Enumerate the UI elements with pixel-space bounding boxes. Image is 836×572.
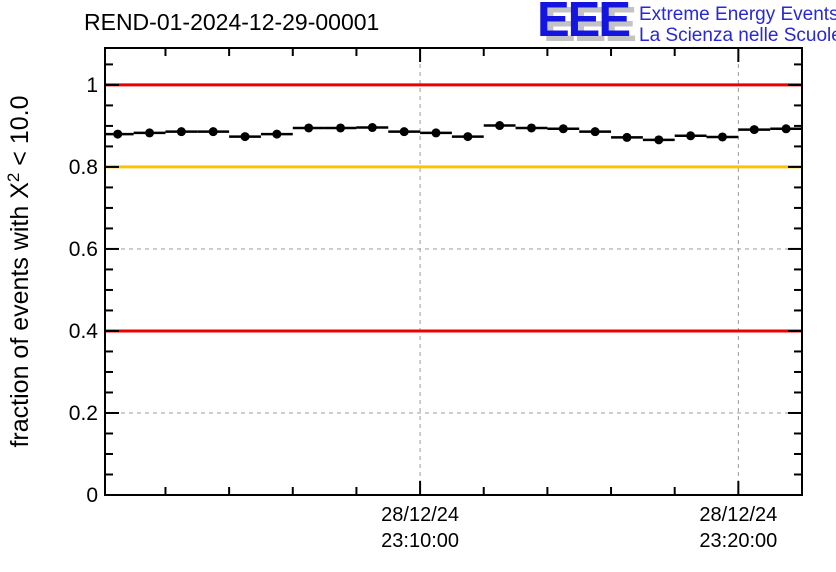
- svg-text:1: 1: [86, 74, 98, 97]
- svg-text:0: 0: [86, 484, 98, 507]
- x-tick-labels: 28/12/24 23:10:00 28/12/24 23:20:00: [381, 504, 777, 552]
- data-point: [717, 132, 727, 142]
- eee-logo-acronym: EEE: [537, 0, 631, 47]
- svg-text:0.6: 0.6: [69, 238, 98, 261]
- data-point: [749, 125, 759, 135]
- data-point: [113, 129, 123, 139]
- plot-frame: [104, 47, 803, 496]
- data-point: [590, 127, 600, 137]
- svg-text:0.8: 0.8: [69, 156, 98, 179]
- data-point: [558, 124, 568, 134]
- x-axis-ticks: [164, 48, 803, 495]
- data-point: [781, 124, 791, 134]
- data-point: [399, 127, 409, 137]
- svg-text:28/12/24: 28/12/24: [699, 504, 777, 526]
- svg-text:28/12/24: 28/12/24: [381, 504, 459, 526]
- eee-logo-line1: Extreme Energy Events: [639, 4, 836, 25]
- data-point: [526, 123, 536, 133]
- run-title: REND-01-2024-12-29-00001: [84, 9, 380, 35]
- svg-text:0.4: 0.4: [69, 320, 99, 343]
- eee-logo-line2: La Scienza nelle Scuole: [639, 25, 836, 46]
- data-series-fraction-of-good-chi2-events: [106, 121, 801, 145]
- svg-text:23:10:00: 23:10:00: [381, 530, 459, 552]
- eee-logo: EEE Extreme Energy Events La Scienza nel…: [537, 0, 836, 52]
- svg-text:23:20:00: 23:20:00: [699, 530, 777, 552]
- data-point: [176, 127, 186, 137]
- y-axis-ticks: [105, 63, 802, 496]
- data-point: [463, 132, 473, 142]
- data-point: [208, 127, 218, 137]
- x-gridlines: [419, 48, 739, 495]
- svg-text:0.2: 0.2: [69, 402, 98, 425]
- data-point: [145, 128, 155, 138]
- data-point: [495, 121, 505, 131]
- data-point: [240, 132, 250, 142]
- data-point: [686, 131, 696, 141]
- y-axis-title: fraction of events with X2 < 10.0: [4, 95, 34, 447]
- data-point: [367, 123, 377, 133]
- data-point: [336, 123, 346, 133]
- eee-logo-text: Extreme Energy Events La Scienza nelle S…: [639, 4, 836, 46]
- y-tick-labels: 0 0.2 0.4 0.6 0.8 1: [69, 74, 99, 507]
- data-point: [272, 129, 282, 139]
- data-point: [622, 132, 632, 142]
- data-point: [304, 123, 314, 133]
- data-point: [654, 135, 664, 145]
- data-point: [431, 128, 441, 138]
